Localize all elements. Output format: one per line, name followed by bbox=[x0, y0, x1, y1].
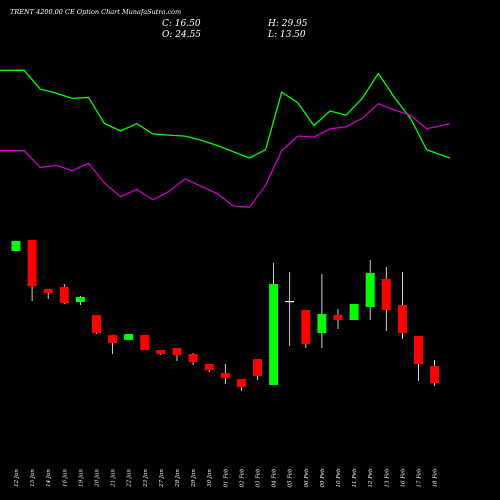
close-value: C: 16.50 bbox=[162, 19, 201, 29]
x-tick-label: 12 Feb bbox=[368, 468, 374, 488]
candle-body bbox=[140, 335, 150, 350]
candles-group bbox=[11, 240, 440, 391]
candle-body bbox=[317, 314, 327, 333]
high-value: H: 29.95 bbox=[267, 19, 308, 29]
x-tick-label: 27 Jan bbox=[159, 469, 165, 488]
candle-body bbox=[43, 289, 53, 293]
x-tick-label: 19 Jan bbox=[78, 469, 84, 487]
x-tick-label: 17 Feb bbox=[417, 468, 423, 488]
x-tick-label: 16 Feb bbox=[400, 468, 406, 488]
x-tick-label: 18 Feb bbox=[433, 468, 439, 488]
candle-body bbox=[414, 336, 423, 364]
x-tick-label: 13 Jan bbox=[30, 469, 36, 487]
candle-body bbox=[349, 304, 359, 320]
x-tick-label: 10 Feb bbox=[336, 468, 342, 488]
x-tick-label: 02 Feb bbox=[239, 468, 245, 488]
candle-body bbox=[27, 240, 37, 286]
chart-title: TRENT 4200.00 CE Option Chart MunafaSutr… bbox=[10, 8, 181, 16]
x-tick-label: 30 Jan bbox=[207, 469, 213, 487]
line-series-1 bbox=[0, 69, 451, 159]
x-tick-label: 28 Jan bbox=[175, 469, 181, 488]
candle-body bbox=[333, 315, 343, 320]
x-tick-label: 20 Jan bbox=[95, 469, 101, 488]
x-tick-label: 04 Feb bbox=[272, 468, 278, 488]
x-tick-label: 29 Jan bbox=[191, 469, 197, 488]
line-series-2 bbox=[0, 102, 451, 208]
candle-body bbox=[397, 305, 407, 333]
x-tick-label: 16 Jan bbox=[62, 469, 68, 487]
x-tick-label: 22 Jan bbox=[127, 469, 133, 488]
candle-body bbox=[365, 273, 375, 307]
x-tick-label: 21 Jan bbox=[111, 469, 117, 488]
x-tick-label: 09 Feb bbox=[320, 468, 326, 488]
candle-body bbox=[156, 350, 166, 354]
x-tick-label: 01 Feb bbox=[223, 468, 229, 488]
candle-body bbox=[172, 348, 182, 355]
candle-body bbox=[108, 335, 118, 343]
line-series-group bbox=[0, 69, 451, 208]
candle-body bbox=[301, 310, 311, 344]
candle-body bbox=[188, 354, 198, 362]
candle-body bbox=[253, 359, 262, 376]
low-value: L: 13.50 bbox=[267, 30, 306, 40]
x-tick-label: 14 Jan bbox=[46, 469, 52, 487]
x-tick-label: 12 Jan bbox=[14, 469, 20, 487]
x-tick-label: 06 Feb bbox=[304, 468, 310, 488]
candle-body bbox=[92, 315, 101, 333]
candle-body bbox=[124, 334, 134, 340]
candle-body bbox=[75, 297, 85, 302]
candle-body bbox=[285, 301, 295, 303]
x-tick-label: 13 Feb bbox=[384, 468, 390, 488]
x-tick-label: 03 Feb bbox=[256, 468, 262, 488]
candle-body bbox=[204, 364, 214, 370]
open-value: O: 24.55 bbox=[162, 30, 201, 40]
x-tick-label: 05 Feb bbox=[288, 468, 294, 488]
candle-body bbox=[11, 241, 21, 251]
x-tick-label: 11 Feb bbox=[352, 468, 358, 488]
candle-body bbox=[269, 284, 279, 385]
candle-body bbox=[59, 287, 69, 303]
candle-body bbox=[220, 373, 230, 378]
x-axis-tick-labels: 12 Jan 13 Jan 14 Jan 16 Jan 19 Jan 20 Jan 21 J… bbox=[14, 468, 439, 488]
candle-body bbox=[430, 366, 440, 383]
candle-body bbox=[381, 279, 391, 310]
x-tick-label: 23 Jan bbox=[143, 469, 149, 488]
candle-body bbox=[236, 379, 246, 387]
